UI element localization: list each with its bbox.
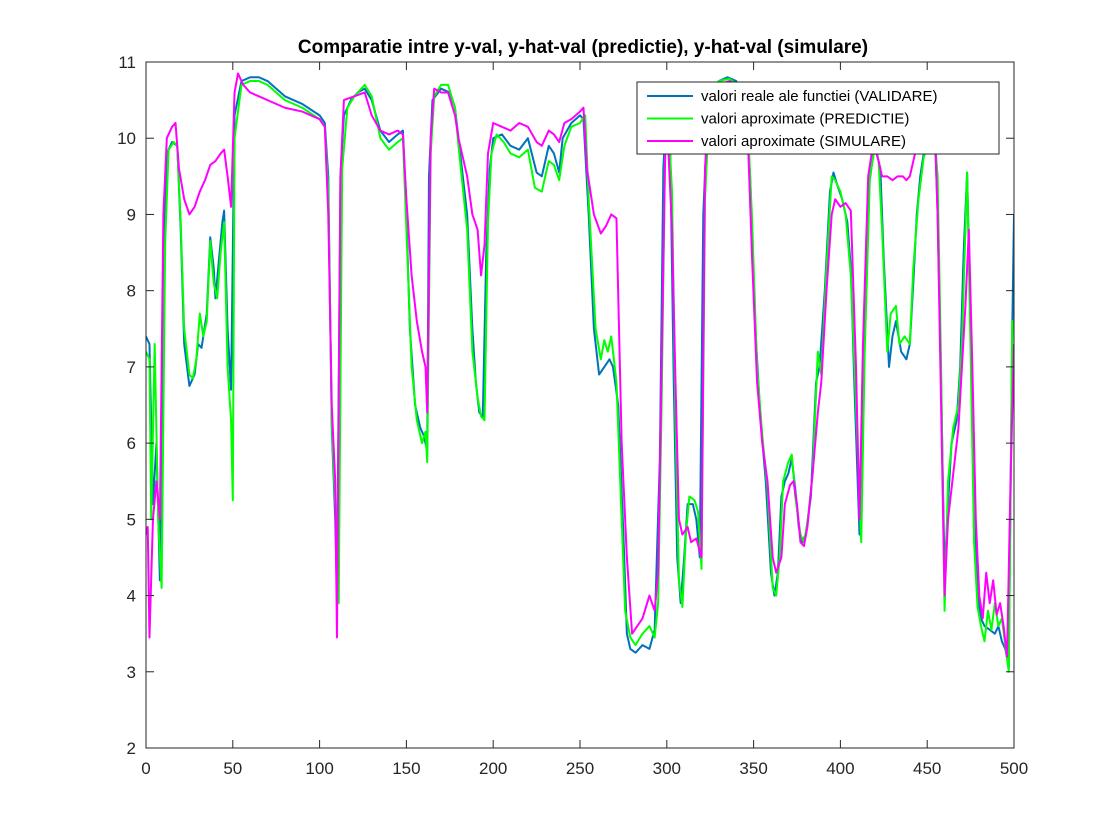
x-tick-label: 100 (305, 759, 333, 778)
y-tick-label: 5 (127, 510, 136, 529)
legend: valori reale ale functiei (VALIDARE) valo… (636, 81, 1000, 155)
plot-area: 0 50 100 150 200 250 300 350 400 450 500 2 3 4 5 6 7 8 9 1… (117, 53, 1028, 778)
x-tick-label: 500 (1000, 759, 1028, 778)
series-line-3 (146, 72, 1014, 658)
series-line-2 (146, 77, 1014, 673)
series-layer (146, 72, 1014, 673)
y-tick-label: 4 (127, 587, 136, 606)
legend-box (636, 81, 1000, 155)
x-axis: 0 50 100 150 200 250 300 350 400 450 500 (141, 62, 1028, 778)
y-tick-label: 11 (118, 53, 136, 72)
y-tick-label: 10 (117, 129, 136, 148)
x-tick-label: 400 (826, 759, 854, 778)
y-tick-label: 2 (127, 739, 136, 758)
y-tick-label: 8 (127, 282, 136, 301)
legend-label: valori aproximate (PREDICTIE) (701, 111, 909, 128)
y-tick-label: 6 (127, 434, 136, 453)
x-tick-label: 150 (392, 759, 420, 778)
y-tick-label: 3 (127, 663, 136, 682)
x-tick-label: 350 (739, 759, 767, 778)
plot-background (146, 62, 1014, 748)
x-tick-label: 200 (479, 759, 507, 778)
x-tick-label: 250 (566, 759, 594, 778)
y-axis: 2 3 4 5 6 7 8 9 10 11 (117, 53, 1014, 758)
x-tick-label: 50 (223, 759, 242, 778)
y-tick-label: 9 (127, 205, 136, 224)
x-tick-label: 300 (653, 759, 681, 778)
series-line-1 (146, 76, 1014, 669)
x-tick-label: 0 (141, 759, 150, 778)
legend-label: valori reale ale functiei (VALIDARE) (701, 88, 937, 105)
legend-label: valori aproximate (SIMULARE) (701, 133, 906, 150)
chart-title: Comparatie intre y-val, y-hat-val (predi… (298, 37, 868, 58)
x-tick-label: 450 (913, 759, 941, 778)
y-tick-label: 7 (127, 358, 136, 377)
